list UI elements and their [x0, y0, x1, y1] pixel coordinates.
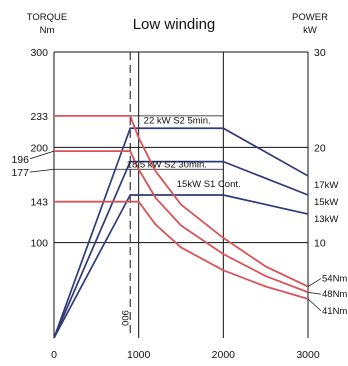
left-axis-title: TORQUE	[27, 12, 67, 23]
y-left-tick-label: 300	[30, 47, 48, 59]
y-left-tick-label: 100	[30, 238, 48, 250]
torque-end-label: 54Nm	[322, 274, 347, 285]
torque-callout: 143	[30, 197, 48, 209]
torque-curves	[54, 114, 309, 300]
power-line	[53, 127, 309, 339]
chart-title: Low winding	[133, 16, 216, 33]
torque-end-leader	[307, 278, 322, 287]
power-end-label: 17kW	[314, 180, 338, 191]
power-series-label: 22 kW S2 5min.	[144, 115, 211, 126]
torque-line	[54, 200, 309, 300]
torque-callout: 177	[11, 167, 29, 179]
power-line	[53, 194, 309, 339]
x-tick-label: 3000	[296, 349, 320, 361]
power-curves	[53, 127, 309, 339]
callout-leader	[29, 150, 55, 160]
y-right-tick-label: 10	[314, 238, 326, 250]
callout-leader	[29, 168, 55, 173]
power-end-label: 13kW	[314, 214, 338, 225]
torque-end-label: 48Nm	[322, 289, 347, 300]
x-tick-label: 0	[51, 349, 57, 361]
y-right-tick-label: 20	[314, 142, 326, 154]
power-series-label: 15kW S1 Cont.	[177, 179, 241, 190]
axis-ticks: 0 1000 2000 3000 300 30 100 10 20	[30, 47, 325, 361]
torque-end-leader	[307, 291, 322, 295]
power-series-label: 18.5 kW S2 30min.	[127, 160, 207, 171]
torque-line	[54, 150, 309, 294]
y-right-tick-label: 30	[314, 47, 326, 59]
right-axis-title: POWER	[292, 12, 328, 23]
left-axis-unit: Nm	[40, 25, 55, 36]
power-end-label: 15kW	[314, 197, 338, 208]
torque-callout: 196	[11, 154, 29, 166]
torque-end-label: 41Nm	[322, 306, 347, 317]
torque-callout: 200	[30, 142, 48, 154]
right-axis-unit: kW	[303, 25, 317, 36]
torque-callout: 233	[30, 111, 48, 123]
torque-line	[54, 114, 309, 288]
power-line	[53, 160, 309, 339]
torque-end-leader	[307, 298, 322, 312]
base-speed-label: 900	[119, 310, 130, 326]
x-tick-label: 2000	[212, 349, 236, 361]
x-tick-label: 1000	[127, 349, 151, 361]
